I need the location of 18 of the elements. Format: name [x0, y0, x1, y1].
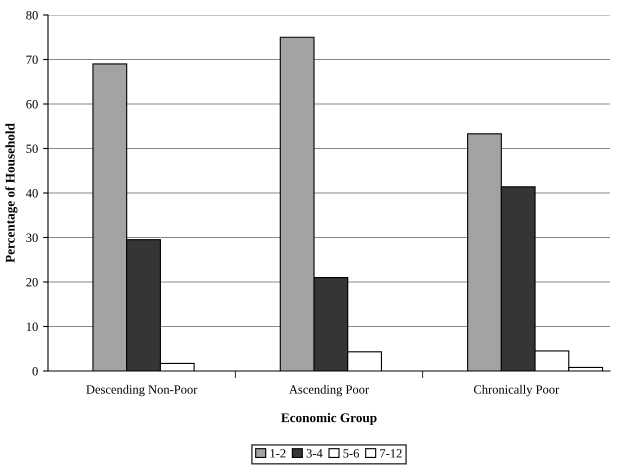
x-tick-label: Chronically Poor — [474, 384, 560, 396]
y-tick-label: 0 — [32, 367, 38, 376]
x-tick-label: Ascending Poor — [289, 384, 369, 396]
y-tick-label: 70 — [26, 56, 38, 64]
y-tick-label: 20 — [26, 278, 38, 286]
y-tick-label: 30 — [26, 234, 38, 242]
legend-label: 3-4 — [306, 449, 323, 458]
x-axis-title: Economic Group — [281, 412, 377, 425]
x-tick-label: Descending Non-Poor — [86, 384, 198, 396]
legend-label: 1-2 — [270, 449, 286, 458]
y-tick-label: 10 — [26, 322, 38, 331]
y-axis-title: Percentage of Household — [5, 123, 18, 263]
y-tick-label: 60 — [26, 100, 38, 108]
legend-label: 5-6 — [343, 449, 360, 458]
legend-label: 7-12 — [380, 449, 402, 458]
y-tick-label: 50 — [26, 144, 38, 153]
y-tick-label: 40 — [26, 189, 38, 198]
y-tick-label: 80 — [26, 11, 38, 20]
